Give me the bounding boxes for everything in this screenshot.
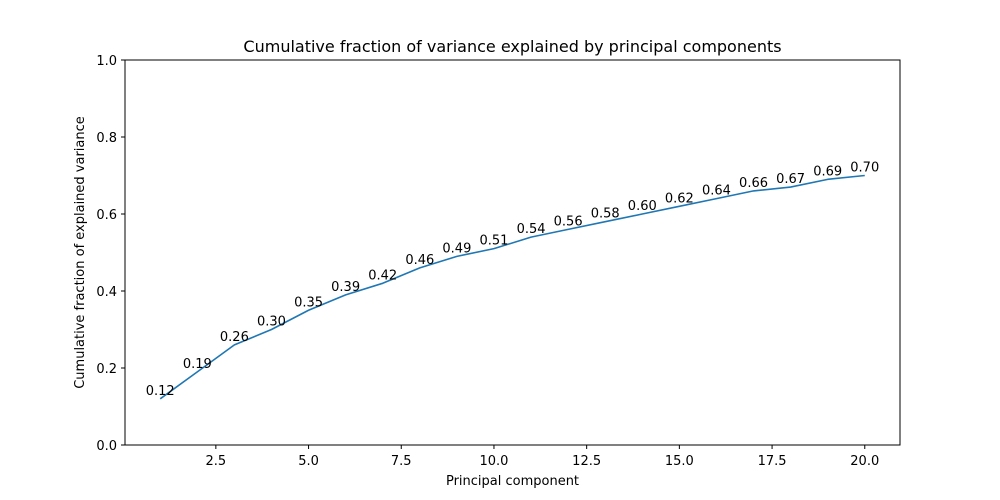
data-label: 0.66	[739, 176, 768, 191]
data-label: 0.54	[517, 222, 546, 237]
data-label: 0.35	[294, 295, 323, 310]
y-tick-label: 0.4	[96, 285, 117, 300]
data-label: 0.70	[850, 161, 879, 176]
data-label: 0.26	[220, 330, 249, 345]
data-label: 0.19	[183, 357, 212, 372]
axis-ticks: 2.5 5.0 7.5 10.0 12.5 15.0 17.5 20.0 0.0 0.2 0.4 0.…	[96, 54, 879, 469]
y-tick-label: 0.8	[96, 131, 117, 146]
x-tick-label: 2.5	[206, 454, 227, 469]
y-tick-label: 0.2	[96, 362, 117, 377]
x-axis-label: Principal component	[446, 474, 579, 489]
x-tick-label: 7.5	[391, 454, 412, 469]
data-label: 0.64	[702, 184, 731, 199]
data-label: 0.49	[442, 241, 471, 256]
data-label: 0.39	[331, 280, 360, 295]
x-tick-label: 17.5	[758, 454, 787, 469]
chart-title: Cumulative fraction of variance explaine…	[243, 37, 781, 56]
data-label: 0.67	[776, 172, 805, 187]
data-label: 0.56	[554, 214, 583, 229]
series-group	[159, 174, 865, 400]
x-tick-label: 12.5	[572, 454, 601, 469]
data-label: 0.62	[665, 191, 694, 206]
x-tick-label: 20.0	[850, 454, 879, 469]
data-label: 0.58	[591, 207, 620, 222]
x-tick-label: 5.0	[298, 454, 319, 469]
x-tick-label: 10.0	[479, 454, 508, 469]
y-tick-label: 1.0	[96, 54, 117, 69]
y-axis-label: Cumulative fraction of explained varianc…	[73, 116, 88, 389]
data-label: 0.51	[479, 234, 508, 249]
data-label: 0.60	[628, 199, 657, 214]
data-label: 0.46	[405, 253, 434, 268]
plot-frame	[124, 59, 901, 446]
data-label: 0.69	[813, 164, 842, 179]
y-tick-label: 0.6	[96, 208, 117, 223]
x-tick-label: 15.0	[665, 454, 694, 469]
data-label: 0.12	[146, 384, 175, 399]
y-tick-label: 0.0	[96, 439, 117, 454]
data-label: 0.42	[368, 268, 397, 283]
series-line	[159, 174, 865, 400]
data-label: 0.30	[257, 315, 286, 330]
data-labels: 0.12 0.19 0.26 0.30 0.35 0.39 0.42 0.46 0.49 0.51…	[146, 161, 879, 399]
